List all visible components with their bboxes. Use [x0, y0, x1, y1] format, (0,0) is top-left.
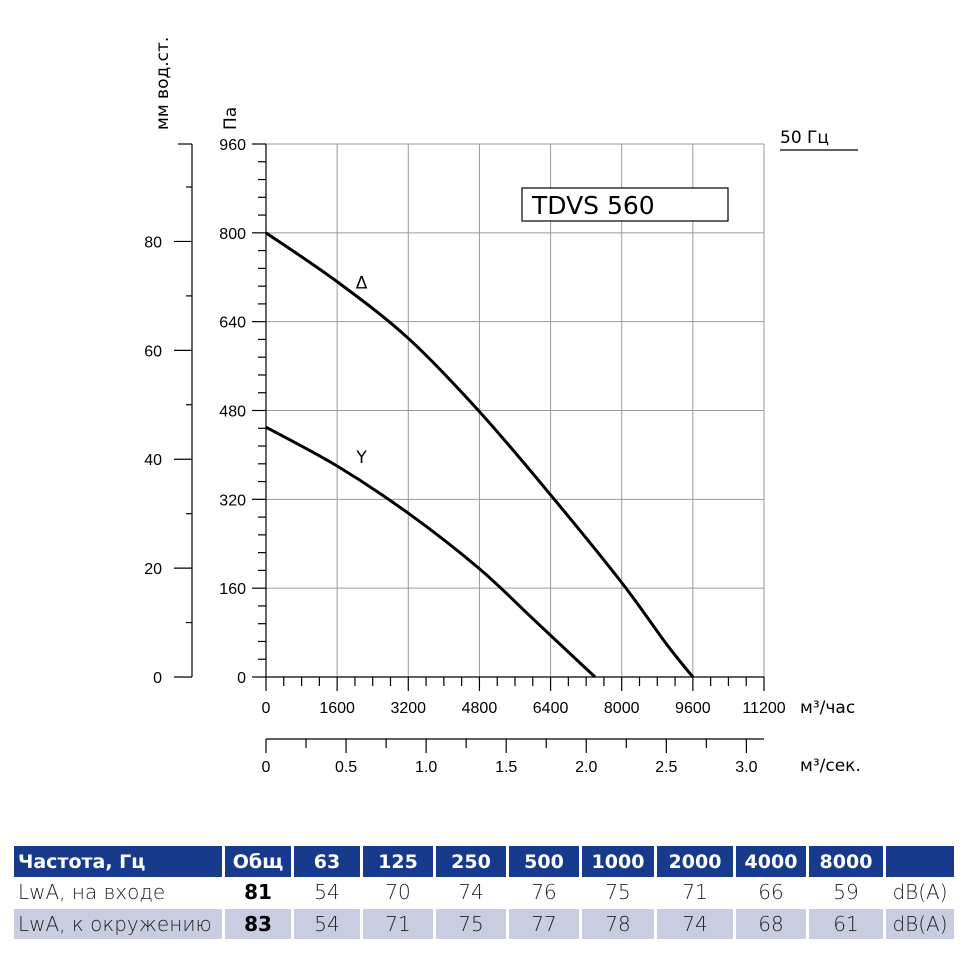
x-tick-label: 8000: [604, 700, 640, 717]
header-4000: 4000: [736, 846, 809, 877]
cell-63: 54: [294, 877, 363, 907]
header-125: 125: [363, 846, 436, 877]
y-tick-label: 800: [219, 226, 246, 243]
x-tick-label: 0: [262, 700, 271, 717]
y2-tick-label: 20: [144, 561, 162, 578]
model-box: [521, 187, 729, 222]
y2-tick-label: 0: [153, 670, 162, 687]
x-tick-label: 6400: [533, 700, 569, 717]
frequency-label: 50 Гц: [780, 128, 829, 148]
x2-tick-label: 1.0: [415, 759, 437, 776]
cell-250: 75: [436, 907, 509, 939]
y-tick-label: 320: [219, 492, 246, 509]
x2-axis-title: м³/сек.: [800, 756, 861, 776]
x-axis-title: м³/час: [800, 698, 855, 718]
header-250: 250: [436, 846, 509, 877]
grid: [266, 143, 765, 677]
x2-tick-label: 2.0: [575, 759, 597, 776]
x-tick-label: 4800: [462, 700, 498, 717]
cell-1000: 78: [582, 907, 657, 939]
header-1000: 1000: [582, 846, 657, 877]
unit-cell: dB(A): [886, 907, 954, 939]
unit-cell: dB(A): [892, 880, 948, 904]
y-tick-label: 480: [219, 404, 246, 421]
y-tick-label: 960: [219, 137, 246, 154]
x-tick-label: 1600: [319, 700, 355, 717]
y-tick-label: 0: [237, 670, 246, 687]
header-500: 500: [509, 846, 582, 877]
model-label: TDVS 560: [531, 191, 655, 220]
curve-y: [265, 425, 597, 679]
cell-250: 74: [436, 877, 509, 907]
table-header-row: Частота, Гц Общ 63 125 250 500 1000 2000…: [14, 846, 954, 877]
header-63: 63: [294, 846, 363, 877]
table-row-inlet: LwA, на входе 81 54 70 74 76 75 71 66 59…: [14, 877, 954, 907]
x2-tick-label: 0.5: [335, 759, 357, 776]
row-label: LwA, к окружению: [14, 907, 225, 939]
y-tick-label: 640: [219, 315, 246, 332]
x2-tick-label: 2.5: [655, 759, 677, 776]
row-label: LwA, на входе: [14, 877, 225, 907]
curve-label: Y: [355, 448, 367, 468]
header-frequency: Частота, Гц: [14, 846, 225, 877]
curves: ΔY: [265, 231, 695, 679]
cell-63: 54: [294, 907, 363, 939]
cell-4000: 68: [736, 907, 809, 939]
x-tick-label: 3200: [390, 700, 426, 717]
curve-label: Δ: [356, 273, 368, 293]
x-tick-label: 9600: [675, 700, 711, 717]
header-total: Общ: [225, 846, 294, 877]
y-axis-title: Па: [221, 107, 241, 130]
y2-tick-label: 80: [144, 234, 162, 251]
total-value: 83: [225, 907, 294, 939]
cell-500: 77: [509, 907, 582, 939]
cell-2000: 74: [657, 907, 736, 939]
x2-tick-label: 0: [262, 759, 271, 776]
sound-power-table: Частота, Гц Общ 63 125 250 500 1000 2000…: [14, 846, 954, 939]
header-8000: 8000: [809, 846, 886, 877]
x-tick-label: 11200: [742, 700, 785, 717]
cell-500: 76: [509, 877, 582, 907]
x2-tick-label: 3.0: [735, 759, 757, 776]
header-2000: 2000: [657, 846, 736, 877]
header-unit: [886, 846, 954, 877]
table-row-surroundings: LwA, к окружению 83 54 71 75 77 78 74 68…: [14, 907, 954, 939]
y-tick-label: 160: [219, 581, 246, 598]
y2-axis-title: мм вод.ст.: [153, 37, 173, 130]
cell-125: 71: [363, 907, 436, 939]
x2-tick-label: 1.5: [495, 759, 517, 776]
cell-4000: 66: [736, 877, 809, 907]
y2-tick-label: 60: [144, 343, 162, 360]
cell-1000: 75: [582, 877, 657, 907]
cell-8000: 61: [809, 907, 886, 939]
total-value: 81: [225, 877, 294, 907]
y2-tick-label: 40: [144, 452, 162, 469]
curve-delta: [265, 231, 695, 678]
cell-2000: 71: [657, 877, 736, 907]
cell-125: 70: [363, 877, 436, 907]
cell-8000: 59: [809, 877, 886, 907]
